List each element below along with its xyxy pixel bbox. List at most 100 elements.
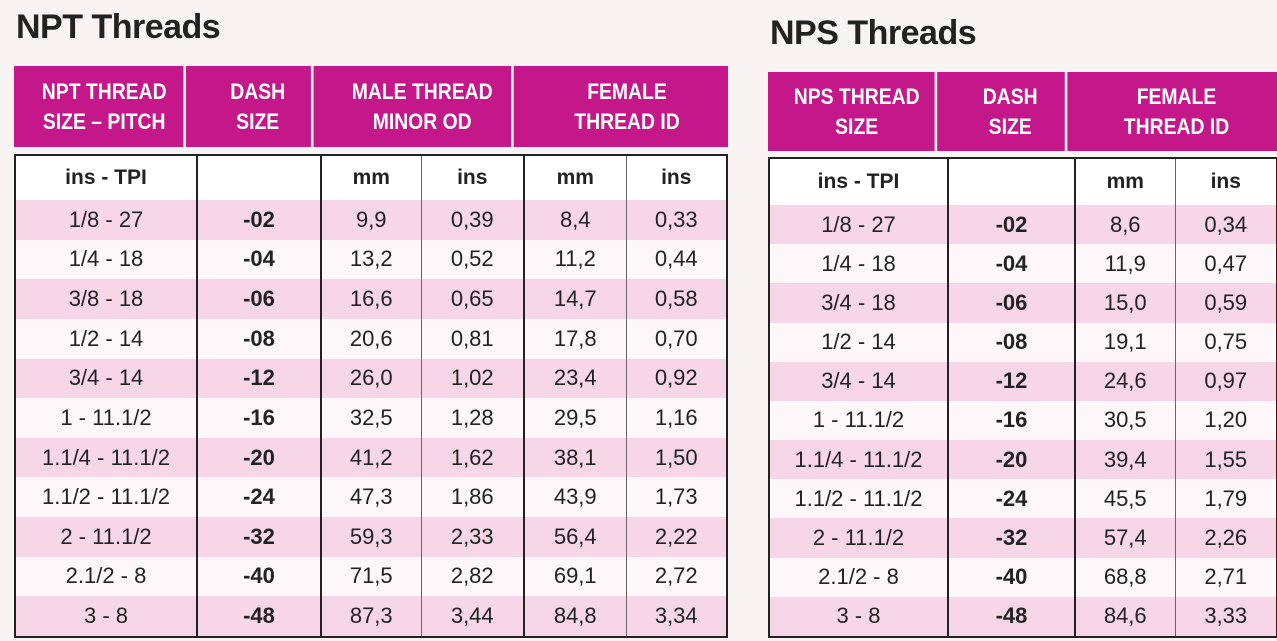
- value-cell: 0,52: [420, 239, 524, 280]
- value-cell: 11,9: [1074, 244, 1175, 284]
- value-cell: 30,5: [1074, 400, 1175, 441]
- npt-header-dash-size: DASH SIZE: [204, 66, 314, 147]
- value-cell: 56,4: [523, 517, 626, 557]
- units-cell: [947, 159, 1075, 205]
- value-cell: 11,2: [523, 239, 626, 280]
- value-cell: 17,8: [523, 318, 626, 359]
- units-cell: mm: [320, 156, 421, 200]
- value-cell: 45,5: [1074, 479, 1175, 519]
- value-cell: 1,79: [1174, 479, 1276, 519]
- thread-size-cell: 1.1/4 - 11.1/2: [770, 440, 948, 480]
- npt-header-male-minor-od: MALE THREAD MINOR OD: [333, 66, 514, 147]
- table-row: 3/8 - 18 -06 16,6 0,65 14,7 0,58: [16, 279, 726, 319]
- value-cell: 0,70: [625, 318, 726, 359]
- thread-size-cell: 1/2 - 14: [770, 322, 948, 362]
- npt-title: NPT Threads: [16, 8, 221, 46]
- thread-size-cell: 1/2 - 14: [16, 318, 197, 359]
- thread-size-cell: 2 - 11.1/2: [770, 518, 948, 558]
- value-cell: 2,72: [625, 556, 726, 597]
- table-row: 3 - 8 -48 87,3 3,44 84,8 3,34: [16, 596, 726, 636]
- value-cell: 16,6: [320, 279, 421, 319]
- units-cell: ins: [420, 156, 524, 200]
- value-cell: 14,7: [523, 279, 626, 319]
- value-cell: 15,0: [1074, 283, 1175, 323]
- npt-table-body: ins - TPI mm ins mm ins 1/8 - 27 -02 9,9 0,…: [16, 156, 726, 636]
- nps-title: NPS Threads: [770, 14, 977, 52]
- value-cell: 1,73: [625, 477, 726, 517]
- nps-units-row: ins - TPI mm ins: [770, 159, 1276, 205]
- table-row: 3/4 - 18 -06 15,0 0,59: [770, 283, 1276, 323]
- value-cell: 1,86: [420, 477, 524, 517]
- table-row: 1/2 - 14 -08 19,1 0,75: [770, 322, 1276, 362]
- nps-header-bar: NPS THREAD SIZE DASH SIZE FEMALE THREAD …: [768, 72, 1277, 151]
- value-cell: 57,4: [1074, 518, 1175, 558]
- value-cell: 41,2: [320, 437, 421, 478]
- value-cell: 26,0: [320, 358, 421, 399]
- thread-size-cell: 1 - 11.1/2: [770, 400, 948, 441]
- value-cell: 0,92: [625, 358, 726, 399]
- thread-size-cell: 1.1/4 - 11.1/2: [16, 437, 197, 478]
- thread-size-cell: 3 - 8: [16, 596, 197, 636]
- dash-size-cell: -04: [947, 244, 1075, 284]
- thread-size-cell: 3/4 - 14: [770, 361, 948, 401]
- value-cell: 0,59: [1174, 283, 1276, 323]
- thread-size-cell: 1.1/2 - 11.1/2: [770, 479, 948, 519]
- units-cell: mm: [1074, 159, 1175, 205]
- value-cell: 1,62: [420, 437, 524, 478]
- table-row: 1/8 - 27 -02 9,9 0,39 8,4 0,33: [16, 200, 726, 240]
- value-cell: 24,6: [1074, 361, 1175, 401]
- dash-size-cell: -08: [947, 322, 1075, 362]
- value-cell: 3,34: [625, 596, 726, 636]
- value-cell: 38,1: [523, 437, 626, 478]
- dash-size-cell: -48: [947, 596, 1075, 636]
- value-cell: 59,3: [320, 517, 421, 557]
- thread-size-cell: 1/8 - 27: [770, 205, 948, 245]
- value-cell: 19,1: [1074, 322, 1175, 362]
- table-row: 1.1/2 - 11.1/2 -24 45,5 1,79: [770, 479, 1276, 519]
- dash-size-cell: -32: [196, 517, 321, 557]
- value-cell: 0,47: [1174, 244, 1276, 284]
- dash-size-cell: -12: [947, 361, 1075, 401]
- value-cell: 0,81: [420, 318, 524, 359]
- value-cell: 1,50: [625, 437, 726, 478]
- value-cell: 29,5: [523, 398, 626, 438]
- dash-size-cell: -40: [196, 556, 321, 597]
- units-cell: ins: [625, 156, 726, 200]
- value-cell: 23,4: [523, 358, 626, 399]
- npt-header-bar: NPT THREAD SIZE – PITCH DASH SIZE MALE T…: [14, 66, 728, 147]
- value-cell: 1,55: [1174, 440, 1276, 480]
- value-cell: 3,44: [420, 596, 524, 636]
- units-cell: mm: [523, 156, 626, 200]
- dash-size-cell: -48: [196, 596, 321, 636]
- value-cell: 32,5: [320, 398, 421, 438]
- thread-size-cell: 1 - 11.1/2: [16, 398, 197, 438]
- thread-size-cell: 1/8 - 27: [16, 200, 197, 240]
- table-row: 3 - 8 -48 84,6 3,33: [770, 596, 1276, 636]
- dash-size-cell: -12: [196, 358, 321, 399]
- thread-size-cell: 3/8 - 18: [16, 279, 197, 319]
- value-cell: 2,71: [1174, 557, 1276, 597]
- value-cell: 0,34: [1174, 205, 1276, 245]
- value-cell: 0,58: [625, 279, 726, 319]
- table-row: 1.1/4 - 11.1/2 -20 39,4 1,55: [770, 440, 1276, 480]
- dash-size-cell: -20: [947, 440, 1075, 480]
- value-cell: 8,6: [1074, 205, 1175, 245]
- value-cell: 47,3: [320, 477, 421, 517]
- table-row: 1/4 - 18 -04 11,9 0,47: [770, 244, 1276, 284]
- dash-size-cell: -32: [947, 518, 1075, 558]
- value-cell: 68,8: [1074, 557, 1175, 597]
- value-cell: 0,75: [1174, 322, 1276, 362]
- thread-size-cell: 3/4 - 14: [16, 358, 197, 399]
- table-row: 3/4 - 14 -12 26,0 1,02 23,4 0,92: [16, 358, 726, 399]
- units-cell: ins - TPI: [770, 159, 948, 205]
- dash-size-cell: -24: [196, 477, 321, 517]
- table-row: 1/4 - 18 -04 13,2 0,52 11,2 0,44: [16, 239, 726, 280]
- value-cell: 2,82: [420, 556, 524, 597]
- thread-size-cell: 2 - 11.1/2: [16, 517, 197, 557]
- nps-table: ins - TPI mm ins 1/8 - 27 -02 8,6 0,34 1/4 -…: [768, 157, 1277, 638]
- table-row: 1 - 11.1/2 -16 30,5 1,20: [770, 400, 1276, 441]
- dash-size-cell: -08: [196, 318, 321, 359]
- value-cell: 71,5: [320, 556, 421, 597]
- thread-size-cell: 3/4 - 18: [770, 283, 948, 323]
- dash-size-cell: -04: [196, 239, 321, 280]
